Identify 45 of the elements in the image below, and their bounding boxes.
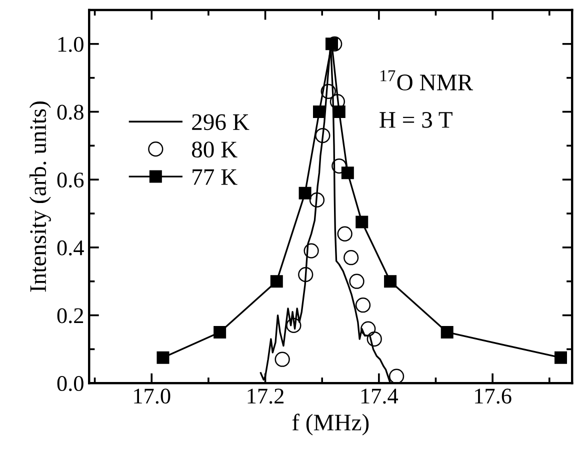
x-tick-label: 17.4 — [361, 388, 398, 404]
x-axis-title: f (MHz) — [292, 414, 369, 436]
point — [286, 318, 302, 334]
point — [366, 331, 382, 347]
y-tick-label: 1.0 — [58, 36, 84, 52]
point — [344, 250, 359, 266]
y-tick-label: 0.2 — [57, 308, 84, 324]
point — [298, 267, 314, 282]
point — [274, 352, 290, 367]
legend-label: 296 K — [192, 114, 250, 130]
y-tick-label: 0.4 — [57, 240, 84, 256]
point — [355, 298, 371, 313]
point — [330, 94, 346, 110]
point — [337, 226, 352, 242]
point — [313, 106, 326, 118]
point — [349, 274, 364, 289]
point — [309, 192, 325, 208]
point — [332, 158, 347, 174]
point — [304, 243, 319, 258]
annotation: H = 3 T — [380, 112, 452, 128]
x-tick-label: 17.2 — [248, 388, 284, 404]
x-tick-label: 17.6 — [475, 388, 512, 404]
y-tick-label: 0.8 — [57, 104, 84, 120]
point — [315, 128, 330, 144]
point — [320, 84, 336, 99]
point — [326, 38, 338, 50]
y-axis-title: Intensity (arb. units) — [29, 102, 51, 292]
x-tick-label: 17.0 — [134, 388, 170, 404]
point — [298, 186, 312, 200]
point — [156, 351, 170, 364]
point — [332, 106, 346, 118]
point — [341, 166, 354, 180]
point — [356, 216, 368, 228]
point — [270, 275, 283, 288]
point — [214, 326, 226, 338]
point — [384, 275, 397, 288]
annotation: $^{17}$O NMR — [380, 70, 474, 90]
legend-label: 80 K — [192, 142, 238, 158]
point — [440, 326, 454, 338]
legend-label: 77 K — [192, 169, 238, 185]
point — [554, 351, 568, 364]
y-tick-label: 0.0 — [57, 376, 84, 392]
point — [360, 321, 376, 336]
point — [388, 368, 404, 384]
y-tick-label: 0.6 — [57, 172, 84, 188]
